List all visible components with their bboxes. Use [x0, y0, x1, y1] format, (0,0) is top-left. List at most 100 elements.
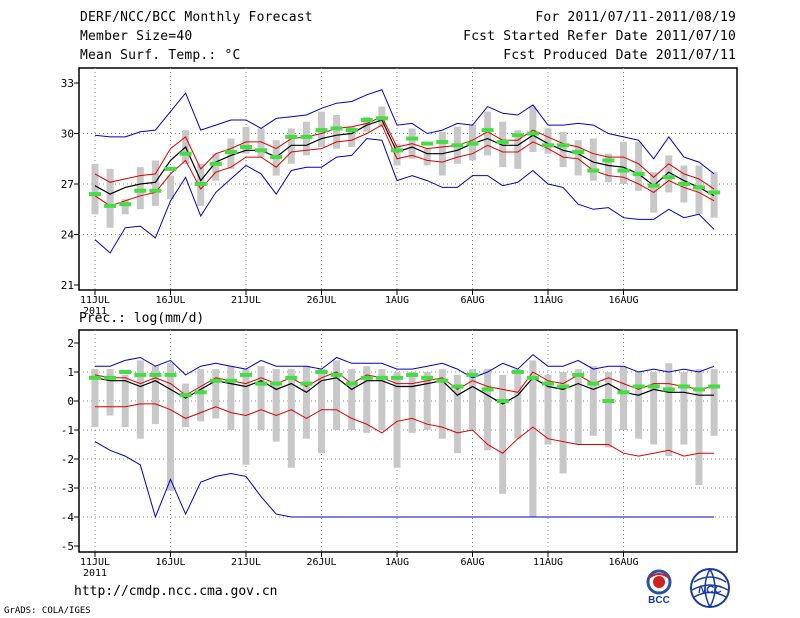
ensemble-mean-line	[94, 119, 715, 197]
ensemble-range-bar	[574, 369, 582, 445]
observed-marker	[300, 134, 313, 139]
observed-marker	[270, 381, 283, 386]
observed-marker	[391, 148, 403, 153]
x-tick-label: 16JUL	[155, 295, 185, 306]
ensemble-range-bar	[167, 363, 174, 491]
ensemble-range-bar	[91, 163, 99, 215]
observed-marker	[557, 384, 570, 389]
observed-marker	[496, 139, 509, 144]
ncc-logo-text: NCC	[698, 584, 723, 596]
observed-marker	[270, 155, 283, 160]
observed-marker	[496, 399, 509, 403]
ensemble-range-bar	[363, 366, 371, 433]
x-tick-label: 26JUL	[306, 557, 336, 568]
x-year-label: 2011	[83, 568, 107, 579]
ensemble-range-bar	[529, 106, 537, 153]
observed-marker	[632, 171, 645, 176]
ensemble-range-bar	[665, 155, 673, 193]
ensemble-range-bar	[242, 369, 250, 465]
x-tick-label: 6AUG	[460, 557, 484, 568]
ensemble-range-bar	[197, 369, 205, 422]
observed-marker	[134, 372, 147, 377]
ensemble-range-bar	[106, 168, 114, 228]
y-tick-label: 2	[67, 337, 74, 350]
ensemble-range-bar	[136, 167, 144, 210]
ensemble-range-bar	[121, 199, 129, 215]
ensemble-range-bar	[151, 366, 159, 425]
observed-marker	[119, 370, 132, 374]
ensemble-range-bar	[604, 153, 612, 183]
observed-marker	[375, 375, 388, 380]
observed-marker	[375, 116, 388, 121]
ensemble-range-bar	[665, 363, 673, 457]
ensemble-range-bar	[378, 369, 386, 430]
observed-marker	[240, 144, 252, 149]
observed-marker	[481, 128, 494, 133]
observed-marker	[360, 375, 373, 380]
ensemble-range-bar	[680, 372, 688, 445]
observed-marker	[436, 378, 449, 383]
observed-marker	[285, 134, 298, 139]
y-tick-label: 1	[67, 366, 74, 379]
ensemble-range-bar	[212, 369, 220, 419]
ensemble-range-bar	[348, 126, 356, 147]
observed-marker	[693, 185, 705, 190]
observed-marker	[315, 370, 328, 374]
observed-marker	[255, 381, 268, 386]
observed-marker	[360, 118, 373, 123]
observed-marker	[436, 139, 449, 144]
ensemble-range-bar	[423, 148, 431, 166]
observed-marker	[602, 399, 615, 403]
observed-marker	[345, 128, 358, 133]
observed-marker	[179, 393, 192, 398]
ensemble-range-bar	[620, 366, 627, 430]
ensemble-range-bar	[242, 126, 250, 154]
observed-marker	[104, 203, 117, 208]
plot-frame	[78, 67, 738, 291]
y-tick-label: -1	[61, 424, 74, 437]
ensemble-range-bar	[106, 369, 114, 416]
observed-marker	[330, 372, 343, 377]
observed-marker	[632, 384, 645, 389]
observed-marker	[662, 387, 675, 392]
member-size: Member Size=40	[80, 29, 193, 44]
observed-marker	[526, 375, 539, 380]
observed-marker	[421, 375, 434, 380]
ensemble-range-bar	[302, 366, 310, 439]
ensemble-range-bar	[257, 128, 265, 158]
y-tick-label: 21	[61, 279, 74, 292]
observed-marker	[451, 384, 464, 389]
min-line	[94, 441, 715, 519]
observed-marker	[406, 136, 419, 141]
ensemble-range-bar	[91, 369, 99, 428]
y-tick-label: -4	[61, 511, 75, 524]
max-line	[94, 89, 715, 175]
observed-marker	[315, 128, 328, 133]
x-tick-label: 1AUG	[385, 557, 409, 568]
observed-marker	[708, 384, 721, 389]
observed-marker	[572, 150, 585, 155]
observed-marker	[149, 188, 162, 193]
forecast-produced-date: Fcst Produced Date 2011/07/11	[503, 48, 736, 63]
observed-marker	[406, 372, 419, 377]
observed-marker	[345, 381, 358, 386]
upper-spread-line	[94, 371, 715, 396]
y-tick-label: -5	[61, 540, 74, 553]
observed-marker	[104, 375, 117, 380]
observed-marker	[708, 190, 721, 195]
x-tick-label: 11JUL	[80, 295, 110, 306]
ensemble-range-bar	[423, 372, 431, 430]
observed-marker	[179, 151, 192, 156]
ensemble-range-bar	[151, 160, 159, 206]
x-tick-label: 1AUG	[385, 295, 409, 306]
grads-credit: GrADS: COLA/IGES	[4, 606, 91, 616]
upper-spread-line	[94, 116, 715, 190]
observed-marker	[209, 378, 222, 383]
x-year-label: 2011	[83, 306, 107, 317]
source-url[interactable]: http://cmdp.ncc.cma.gov.cn	[74, 584, 278, 599]
observed-marker	[240, 372, 252, 377]
ensemble-range-bar	[529, 360, 537, 517]
ensemble-range-bar	[182, 383, 190, 428]
ensemble-range-bar	[318, 369, 325, 454]
